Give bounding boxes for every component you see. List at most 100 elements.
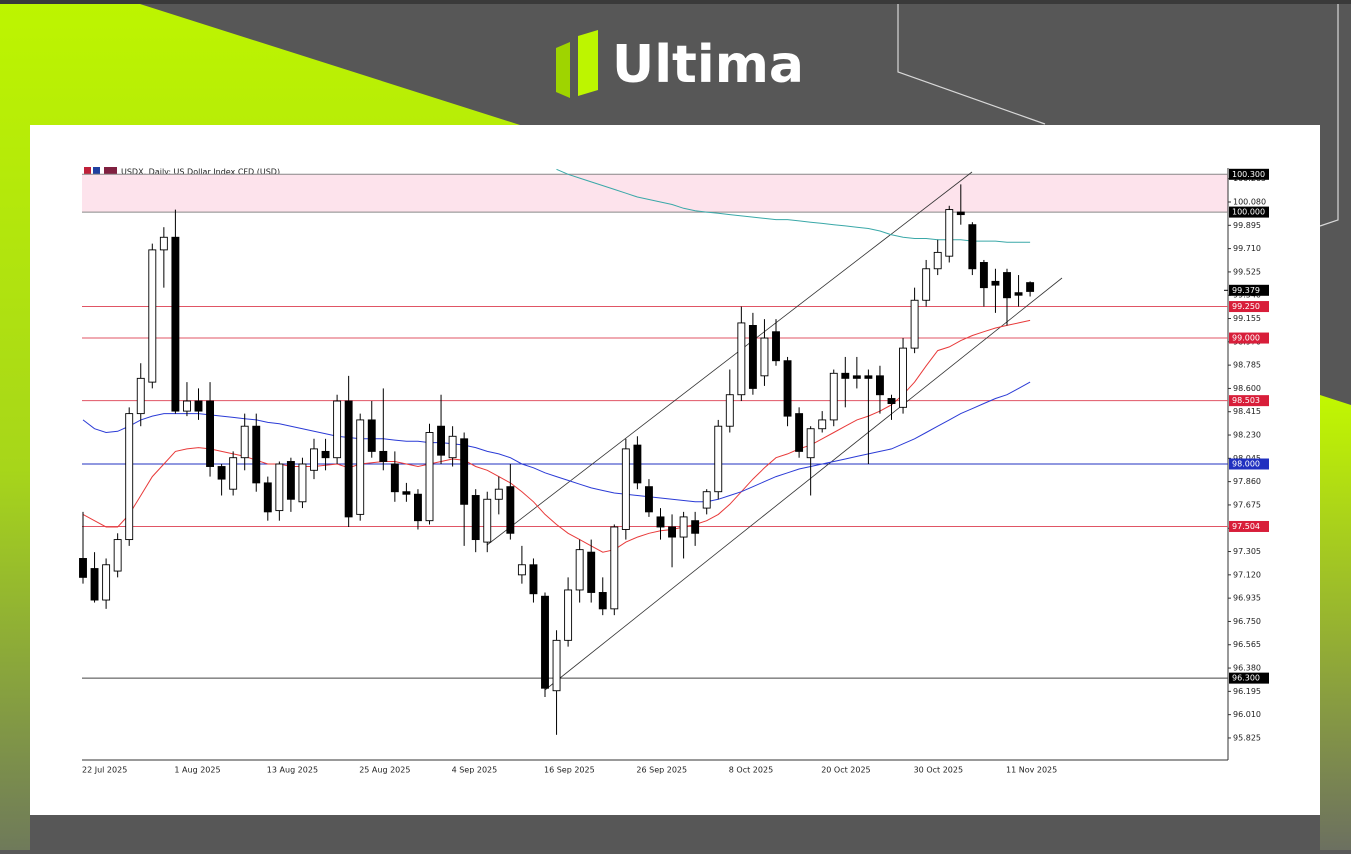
candle-body (286, 461, 295, 500)
candle-body (598, 592, 607, 610)
candle-body (414, 493, 422, 522)
trendline (544, 277, 1063, 691)
y-tick-label: 99.155 (1233, 314, 1261, 323)
symbol-icon (93, 167, 100, 174)
candle-body (829, 372, 838, 421)
candle-body (460, 438, 469, 505)
candle-body (564, 589, 573, 641)
deco-line (1319, 4, 1339, 227)
candle-body (714, 425, 723, 493)
candle-body (645, 486, 653, 513)
candle-body (263, 482, 272, 513)
chart: USDX, Daily: US Dollar Index CFD (USD) 1… (79, 167, 1269, 775)
candle-body (494, 488, 503, 500)
top-strip (0, 0, 1351, 4)
level-tag (1229, 395, 1269, 407)
candle-body (691, 520, 700, 534)
y-tick-label: 98.230 (1233, 431, 1261, 440)
candle-body (159, 236, 168, 251)
x-tick-label: 11 Nov 2025 (1006, 766, 1057, 775)
y-tick-label: 96.565 (1233, 640, 1261, 649)
candle-body (910, 299, 919, 349)
accent-left (0, 4, 520, 850)
x-tick-label: 22 Jul 2025 (82, 766, 127, 775)
candle-body (240, 425, 249, 459)
candle-body (171, 236, 180, 412)
candle-body (864, 375, 873, 379)
candle-body (125, 413, 134, 541)
candle-body (702, 491, 711, 509)
logo-icon (578, 30, 598, 96)
x-tick-label: 26 Sep 2025 (636, 766, 687, 775)
level-label: 98.503 (1232, 396, 1260, 405)
candle-body (818, 419, 827, 430)
candle-body (79, 558, 87, 578)
candle-body (679, 516, 688, 538)
level-label: 98.000 (1232, 460, 1260, 469)
y-tick-label: 98.045 (1233, 454, 1261, 463)
candle-body (194, 400, 203, 412)
candle-body (841, 372, 850, 379)
y-tick-label: 99.525 (1233, 267, 1261, 276)
candle-body (310, 448, 318, 471)
price-tag (1229, 284, 1269, 296)
candle-body (852, 375, 861, 379)
candle-body (448, 435, 457, 459)
candle-body (517, 564, 526, 576)
level-label: 99.000 (1232, 334, 1260, 343)
candle-body (252, 425, 261, 484)
candle-body (506, 486, 515, 534)
y-tick-label: 95.825 (1233, 733, 1261, 742)
candle-body (922, 268, 931, 301)
candle-body (968, 224, 977, 270)
candle-body (979, 262, 988, 289)
candle-body (991, 280, 1000, 286)
candle-body (90, 568, 99, 601)
logo-text: Ultima (612, 35, 804, 95)
y-tick-label: 97.305 (1233, 547, 1261, 556)
x-tick-label: 25 Aug 2025 (359, 766, 410, 775)
candle-body (621, 448, 630, 530)
logo: Ultima (556, 30, 804, 98)
y-tick-label: 98.600 (1233, 384, 1261, 393)
level-tag (1229, 458, 1269, 470)
candle-body (102, 564, 111, 601)
candle-body (899, 347, 907, 408)
candle-body (136, 377, 145, 415)
level-label: 100.300 (1232, 170, 1265, 179)
y-tick-label: 96.195 (1233, 687, 1261, 696)
symbol-icon (84, 167, 91, 174)
candle-body (956, 211, 965, 216)
y-tick-label: 98.415 (1233, 407, 1261, 416)
candle-body (633, 444, 642, 484)
candle-body (275, 463, 284, 512)
candle-body (529, 564, 538, 595)
candle-body (806, 428, 815, 459)
candle-body (344, 400, 353, 518)
candle-body (587, 551, 596, 593)
level-label: 97.504 (1232, 522, 1260, 531)
candle-body (1026, 282, 1035, 292)
level-label: 99.250 (1232, 302, 1260, 311)
candle-body (356, 419, 365, 515)
candle-body (333, 400, 342, 459)
y-tick-label: 97.675 (1233, 500, 1261, 509)
candle-body (425, 432, 434, 522)
candle-body (760, 337, 769, 377)
candle-body (206, 400, 215, 467)
candle-body (610, 526, 619, 610)
y-tick-label: 97.120 (1233, 570, 1261, 579)
level-tag (1229, 672, 1269, 684)
candle-body (725, 394, 734, 427)
zone (82, 174, 1228, 213)
y-tick-label: 100.080 (1233, 198, 1266, 207)
y-tick-label: 98.785 (1233, 361, 1261, 370)
candle-body (217, 466, 226, 480)
current-price-label: 99.379 (1232, 286, 1260, 295)
candle-body (795, 413, 804, 452)
y-tick-label: 99.710 (1233, 244, 1261, 253)
candle-body (298, 463, 307, 503)
x-tick-label: 16 Sep 2025 (544, 766, 595, 775)
x-tick-label: 1 Aug 2025 (174, 766, 220, 775)
